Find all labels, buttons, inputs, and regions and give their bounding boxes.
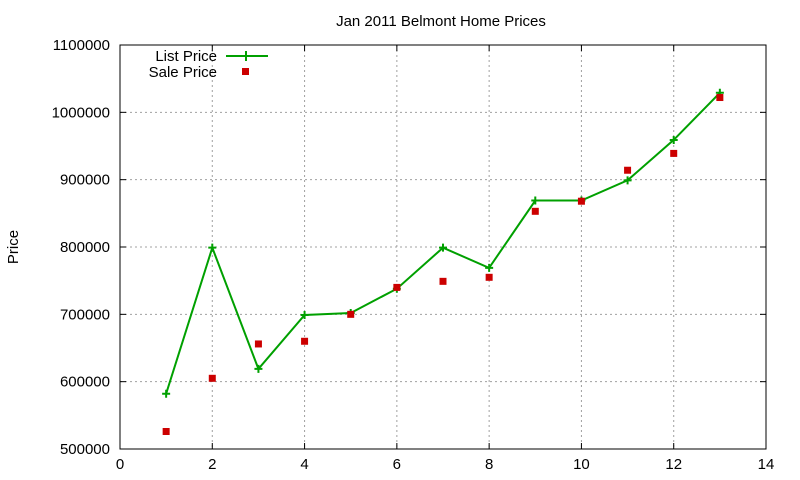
y-axis-label: Price [5,230,22,264]
x-tick-label: 0 [116,456,124,473]
series-line-list-price [165,92,721,395]
x-tick-label: 4 [300,456,308,473]
data-point-list-price [485,263,494,272]
y-tick-label: 600000 [60,374,110,391]
y-tick-label: 1000000 [52,104,110,121]
data-point-list-price [162,389,171,398]
y-tick-label: 800000 [60,239,110,256]
x-tick-label: 12 [665,456,682,473]
data-point-list-price [669,135,678,144]
data-point-sale-price [670,149,678,157]
x-tick-label: 10 [573,456,590,473]
data-point-sale-price [301,337,309,345]
series-sale-price [162,94,724,435]
data-point-list-price [623,176,632,185]
y-tick-label: 500000 [60,441,110,458]
axis-ticks: 0 2 4 6 8 10 12 14 500000 600000 700000 800000 90000… [52,37,775,473]
x-tick-label: 6 [393,456,401,473]
data-point-sale-price [393,283,401,291]
data-point-sale-price [347,310,355,318]
data-point-list-price [439,243,447,252]
legend: List Price Sale Price [149,48,268,81]
data-point-list-price [531,196,540,205]
data-point-sale-price [162,427,170,435]
data-point-sale-price [716,94,724,102]
data-point-sale-price [439,277,447,285]
data-point-sale-price [624,166,632,174]
x-tick-label: 2 [208,456,216,473]
legend-label-sale-price: Sale Price [149,64,217,81]
y-tick-label: 900000 [60,172,110,189]
series-list-price [162,88,724,398]
data-point-list-price [300,311,309,320]
data-point-sale-price [485,273,493,281]
legend-label-list-price: List Price [155,48,217,65]
data-point-sale-price [531,207,539,215]
chart-title: Jan 2011 Belmont Home Prices [336,13,546,30]
y-tick-label: 1100000 [53,37,110,54]
y-tick-label: 700000 [60,306,110,323]
data-point-list-price [208,243,217,252]
data-point-sale-price [208,374,216,382]
data-point-list-price [254,364,263,373]
x-tick-label: 8 [485,456,493,473]
x-tick-label: 14 [758,456,775,473]
data-point-sale-price [254,340,262,348]
legend-swatch-sale-price [242,68,249,75]
data-point-sale-price [577,197,585,205]
legend-marker-list-price [241,51,251,61]
